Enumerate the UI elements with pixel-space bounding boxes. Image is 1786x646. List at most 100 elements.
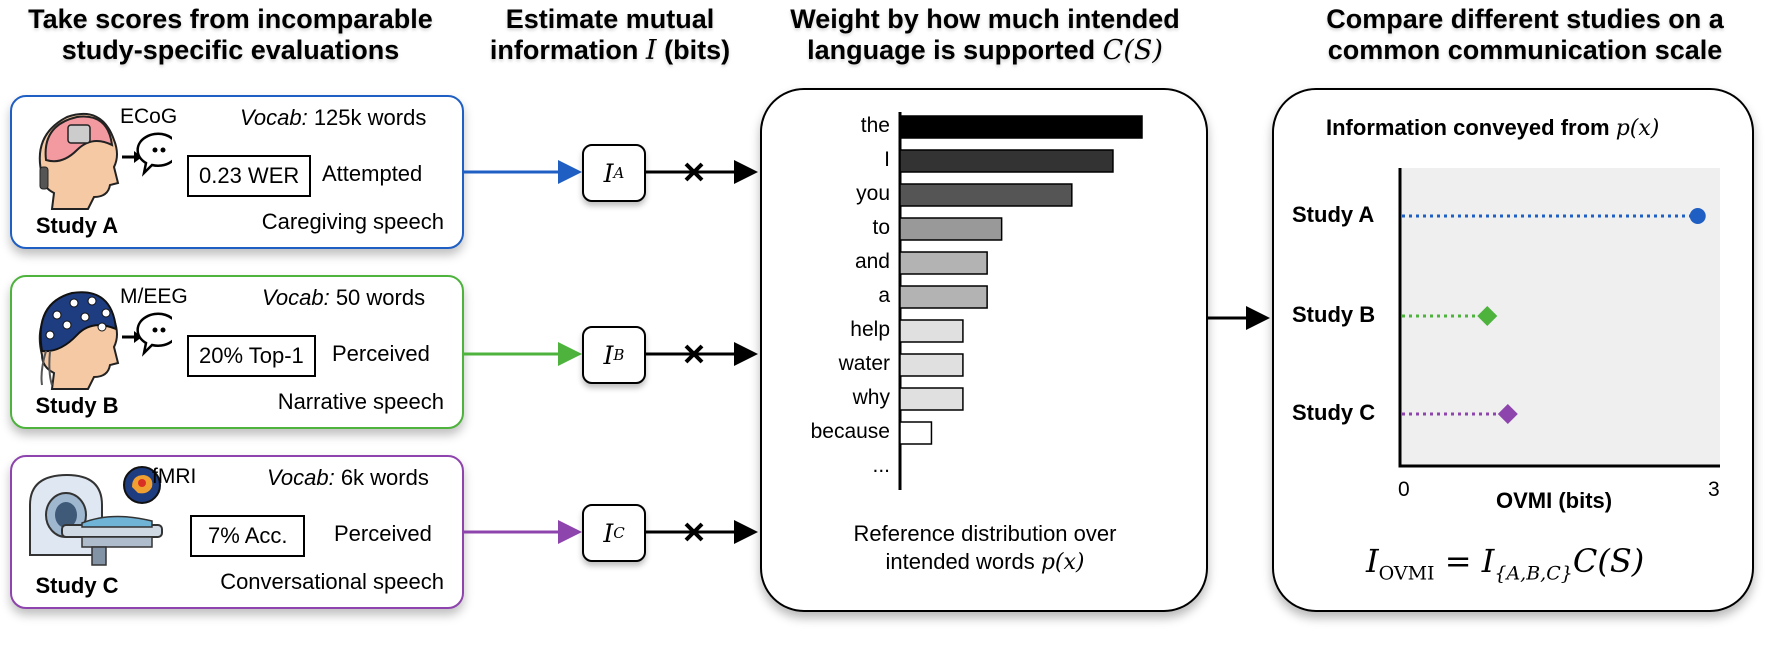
header-text: language is supported xyxy=(807,35,1096,65)
header-line: information I (bits) xyxy=(470,35,750,66)
word-label: ... xyxy=(872,454,890,477)
vocab-label: Vocab: 125k words xyxy=(240,105,426,131)
ovmi-marker xyxy=(1497,404,1518,424)
vocab-prefix: Vocab: xyxy=(240,105,308,130)
ovmi-marker xyxy=(1689,208,1706,224)
word-label: you xyxy=(856,182,890,205)
word-bar xyxy=(899,387,964,411)
header-line: Weight by how much intended xyxy=(790,4,1180,34)
speech-type: Conversational speech xyxy=(220,569,444,594)
header-line: language is supported C(S) xyxy=(760,35,1210,66)
header-math: I xyxy=(645,35,657,66)
word-label: and xyxy=(854,250,890,273)
speech-type: Narrative speech xyxy=(277,389,444,414)
ovmi-title-math: p(x) xyxy=(1615,116,1660,141)
distribution-caption: Reference distribution over intended wor… xyxy=(800,520,1170,577)
header-line: Take scores from incomparable xyxy=(28,4,433,34)
head-ecog-icon xyxy=(38,112,172,210)
word-bar xyxy=(899,115,1143,139)
header-mutual-info: Estimate mutual information I (bits) xyxy=(470,4,750,66)
study-row-label: Study C xyxy=(1292,400,1376,425)
study-name: Study C xyxy=(35,573,119,598)
header-line: study-specific evaluations xyxy=(61,35,400,65)
vocab-label: Vocab: 6k words xyxy=(267,465,429,491)
word-label: help xyxy=(850,318,890,341)
vocab-value: 6k words xyxy=(340,465,429,490)
info-symbol: I xyxy=(603,340,614,370)
vocab-prefix: Vocab: xyxy=(267,465,335,490)
header-math: C(S) xyxy=(1102,35,1163,66)
info-subscript: B xyxy=(613,346,625,364)
ovmi-title-text: Information conveyed from xyxy=(1326,115,1610,140)
plot-area xyxy=(1400,168,1720,466)
study-name: Study A xyxy=(35,213,119,238)
multiply-marks xyxy=(684,162,704,542)
formula-rhs: I xyxy=(1481,542,1495,580)
word-bar xyxy=(899,183,1073,207)
header-line: common communication scale xyxy=(1327,35,1723,65)
study-name: Study B xyxy=(35,393,119,418)
score-box: 7% Acc. xyxy=(190,515,306,557)
task-label: Attempted xyxy=(322,161,423,186)
study-b-card: M/EEG Vocab: 50 words 20% Top-1 Perceive… xyxy=(10,275,464,429)
info-symbol: I xyxy=(603,158,614,188)
x-tick-min: 0 xyxy=(1398,478,1410,501)
vocab-value: 50 words xyxy=(335,285,426,310)
formula-lhs: I xyxy=(1366,542,1379,580)
caption-line: Reference distribution over xyxy=(853,521,1117,546)
word-bar xyxy=(899,421,933,445)
formula-rhs-sub: {A,B,C} xyxy=(1494,562,1573,585)
header-text: (bits) xyxy=(664,35,731,65)
caption-text: intended words xyxy=(885,549,1035,574)
vocab-label: Vocab: 50 words xyxy=(262,285,425,311)
modality-label: ECoG xyxy=(120,105,178,128)
word-bar xyxy=(899,251,988,275)
vocab-value: 125k words xyxy=(313,105,427,130)
info-symbol: I xyxy=(603,518,614,548)
task-label: Perceived xyxy=(332,341,430,366)
word-label: to xyxy=(872,216,890,239)
vocab-prefix: Vocab: xyxy=(262,285,330,310)
x-axis-label: OVMI (bits) xyxy=(1496,488,1613,513)
study-row-label: Study B xyxy=(1292,302,1376,327)
study-row-label: Study A xyxy=(1292,202,1375,227)
caption-line: intended words p(x) xyxy=(800,548,1170,577)
task-label: Perceived xyxy=(334,521,432,546)
score-box: 0.23 WER xyxy=(187,155,312,197)
ovmi-marker xyxy=(1477,306,1498,326)
x-tick-max: 3 xyxy=(1708,478,1720,501)
word-label: because xyxy=(810,420,890,443)
word-label: the xyxy=(860,114,890,137)
speech-type: Caregiving speech xyxy=(261,209,444,234)
caption-math: p(x) xyxy=(1040,550,1085,575)
word-bar xyxy=(899,149,1114,173)
head-eeg-cap-icon xyxy=(38,291,172,390)
formula-lhs-sub: OVMI xyxy=(1378,562,1435,585)
header-line: Estimate mutual xyxy=(505,4,715,34)
formula-tail: C(S) xyxy=(1572,542,1645,580)
header-compare: Compare different studies on a common co… xyxy=(1270,4,1780,66)
word-label: I xyxy=(884,148,890,171)
word-label: a xyxy=(878,284,890,307)
header-scores: Take scores from incomparable study-spec… xyxy=(8,4,453,66)
header-weight: Weight by how much intended language is … xyxy=(760,4,1210,66)
ovmi-chart-title: Information conveyed from p(x) xyxy=(1326,115,1659,141)
formula-equals: = xyxy=(1444,542,1472,580)
study-a-card: ECoG Vocab: 125k words 0.23 WER Attempte… xyxy=(10,95,464,249)
word-bar xyxy=(899,353,964,377)
score-box: 20% Top-1 xyxy=(187,335,316,377)
word-bar xyxy=(899,285,988,309)
header-line: Compare different studies on a xyxy=(1326,4,1724,34)
ovmi-formula: IOVMI = I{A,B,C}C(S) xyxy=(1366,542,1644,584)
word-bar xyxy=(899,319,964,343)
word-bar xyxy=(899,217,1003,241)
info-subscript: C xyxy=(613,524,625,542)
info-subscript: A xyxy=(613,164,625,182)
mri-scanner-icon xyxy=(29,466,163,566)
